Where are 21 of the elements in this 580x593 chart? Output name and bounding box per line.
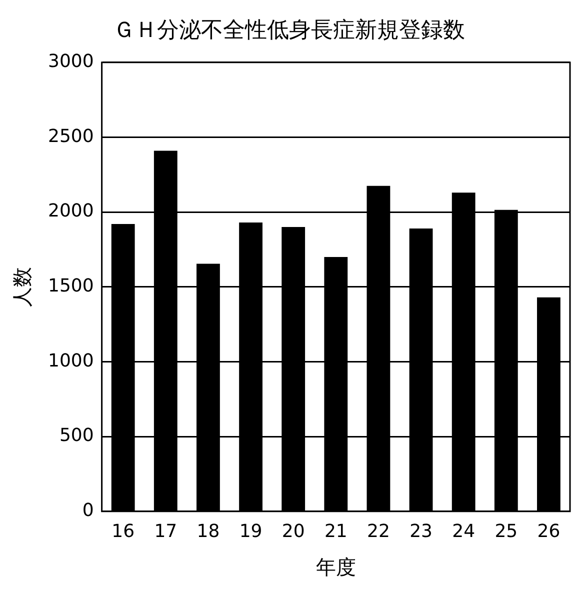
x-tick-label: 20 xyxy=(282,520,305,542)
y-tick-label: 3000 xyxy=(48,51,94,72)
x-tick-label: 18 xyxy=(196,520,220,542)
x-tick-label: 16 xyxy=(112,520,135,542)
x-tick-label: 19 xyxy=(239,520,262,542)
x-tick-label: 25 xyxy=(494,520,518,542)
y-tick-label: 1500 xyxy=(48,276,94,297)
x-tick-label: 23 xyxy=(410,520,432,542)
x-tick-label: 17 xyxy=(154,520,178,542)
chart-title: ＧＨ分泌不全性低身長症新規登録数 xyxy=(113,18,465,43)
x-tick-label: 21 xyxy=(324,520,348,542)
y-tick-label: 2500 xyxy=(48,126,94,147)
y-axis-title: 人数 xyxy=(10,266,34,307)
y-tick-label: 2000 xyxy=(48,200,94,222)
x-tick-label: 24 xyxy=(452,520,476,542)
x-tick-label: 26 xyxy=(537,520,560,542)
x-axis-title: 年度 xyxy=(316,555,356,580)
y-tick-label: 1000 xyxy=(48,350,94,372)
y-tick-label: 0 xyxy=(82,500,94,522)
y-tick-label: 500 xyxy=(59,425,94,446)
x-tick-label: 22 xyxy=(367,520,390,542)
